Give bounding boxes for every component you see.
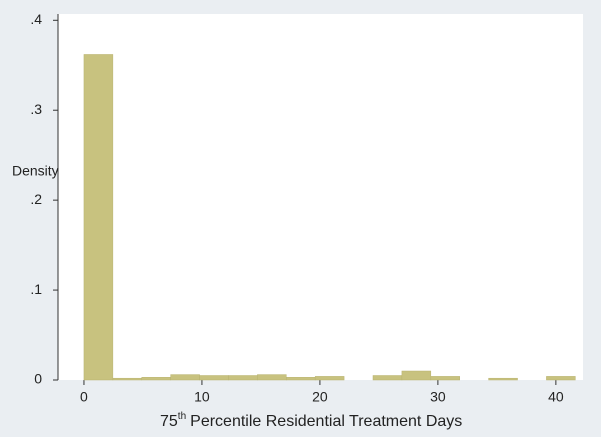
bar (401, 370, 432, 381)
bar (286, 377, 316, 381)
bar (170, 374, 200, 381)
bar (199, 375, 229, 381)
x-tick-label: 10 (194, 389, 210, 405)
y-tick-label: .2 (30, 191, 42, 207)
x-label-sup: th (178, 411, 186, 422)
bar (257, 374, 287, 381)
y-tick-label: 0 (34, 371, 42, 387)
bar (228, 375, 258, 381)
y-axis-label: Density (12, 163, 59, 179)
y-tick-label: .4 (30, 11, 42, 27)
bar (430, 376, 460, 381)
x-label-part: Percentile Residential Treatment Days (190, 413, 462, 430)
plot-area (58, 14, 583, 380)
x-tick-label: 30 (430, 389, 446, 405)
x-label-part: 75 (160, 413, 178, 430)
x-tick-label: 20 (312, 389, 328, 405)
x-tick-label: 0 (80, 389, 88, 405)
y-tick-label: .3 (30, 101, 42, 117)
y-tick-label: .1 (30, 281, 42, 297)
bar (112, 377, 143, 381)
x-axis-label: 75th Percentile Residential Treatment Day… (160, 411, 462, 431)
bar (488, 377, 518, 381)
x-tick-label: 40 (548, 389, 564, 405)
bar (372, 375, 403, 381)
bar (83, 54, 114, 381)
bar (546, 376, 576, 381)
bar (314, 376, 345, 381)
bar (141, 377, 171, 381)
